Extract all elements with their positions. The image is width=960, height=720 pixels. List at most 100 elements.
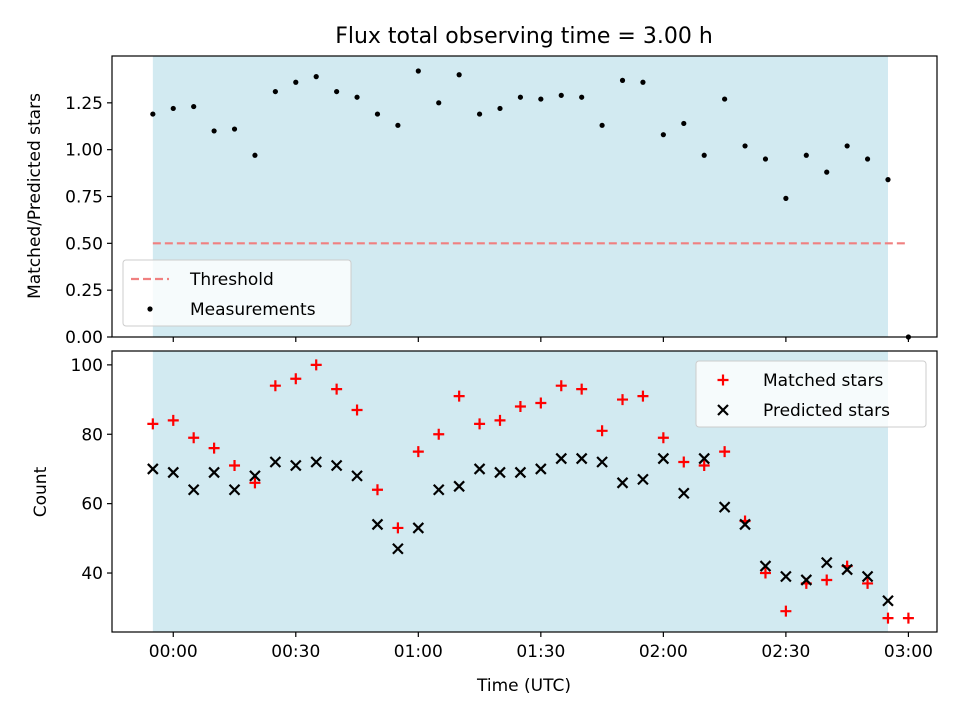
- bottom-plus-point: [208, 442, 220, 454]
- bottom-plus-point: [310, 359, 322, 371]
- bottom-plus-point: [331, 383, 343, 395]
- bottom-plus-point: [678, 456, 690, 468]
- top-dot-point: [864, 156, 871, 162]
- legend-x-handle: [717, 404, 729, 416]
- top-dot-point: [334, 88, 340, 95]
- bottom-legend-entry-label: Matched stars: [763, 371, 883, 391]
- top-dot-point: [211, 128, 217, 134]
- top-dot-point: [803, 152, 809, 158]
- top-dot-point: [170, 105, 176, 112]
- top-dot-point: [619, 77, 626, 83]
- bottom-plus-point: [371, 484, 383, 496]
- bottom-x-point: [616, 477, 629, 489]
- bottom-x-point: [494, 466, 506, 479]
- top-dot-point: [660, 132, 666, 138]
- bottom-x-point: [453, 480, 465, 493]
- top-y-tick-label: 0.25: [65, 281, 103, 301]
- bottom-x-point: [310, 456, 322, 468]
- top-dot-point: [476, 111, 483, 117]
- bottom-plus-point: [596, 425, 608, 437]
- top-y-axis-label: Matched/Predicted stars: [25, 93, 45, 299]
- bottom-x-point: [698, 452, 710, 465]
- bottom-x-point: [290, 459, 302, 472]
- top-dot-point: [762, 156, 769, 162]
- top-dot-point: [374, 111, 381, 117]
- bottom-x-point: [535, 463, 547, 475]
- bottom-plus-point: [474, 418, 486, 430]
- top-legend-box: [122, 259, 352, 327]
- x-tick-label: 02:00: [639, 642, 688, 662]
- top-y-tick-label: 1.00: [65, 141, 103, 161]
- bottom-plus-point: [412, 446, 424, 458]
- bottom-x-point: [739, 518, 751, 531]
- bottom-legend: Matched stars Predicted stars: [695, 360, 927, 428]
- bottom-x-point: [718, 501, 731, 513]
- bottom-x-point: [249, 470, 261, 482]
- x-tick-label: 01:30: [516, 642, 565, 662]
- bottom-x-point: [147, 463, 159, 475]
- bottom-plus-point: [698, 459, 710, 471]
- bottom-legend-box: [695, 360, 927, 428]
- top-dot-point: [497, 105, 503, 112]
- top-dot-point: [150, 111, 156, 117]
- bottom-x-point: [800, 574, 813, 586]
- bottom-x-point: [167, 466, 180, 479]
- bottom-plus-point: [290, 373, 302, 385]
- bottom-x-point: [575, 452, 588, 465]
- bottom-x-point: [841, 563, 853, 576]
- top-dot-point: [191, 103, 197, 110]
- bottom-x-point: [351, 470, 363, 482]
- bottom-plus-point: [453, 390, 465, 402]
- top-panel: 0.00 0.25 0.50 0.75 1.00 1.25 Threshold Measure…: [65, 55, 938, 348]
- top-y-tick-label: 0.75: [65, 188, 103, 208]
- top-legend: Threshold Measurements: [122, 259, 352, 327]
- bottom-x-point: [473, 463, 486, 475]
- top-dot-point: [354, 94, 360, 100]
- bottom-plus-point: [821, 574, 833, 586]
- top-dot-point: [436, 100, 442, 106]
- bottom-x-point: [371, 518, 384, 531]
- top-y-tick-label: 1.25: [65, 94, 103, 114]
- top-dot-point: [293, 79, 299, 85]
- top-dot-point: [722, 96, 728, 102]
- bottom-x-point: [228, 483, 241, 496]
- x-tick-label: 00:00: [149, 642, 198, 662]
- top-dot-point: [252, 152, 258, 158]
- top-dot-point: [824, 169, 830, 175]
- bottom-plus-point: [637, 390, 649, 402]
- x-tick-label: 00:30: [271, 642, 320, 662]
- bottom-plus-point: [719, 446, 731, 458]
- bottom-axes-frame: [111, 350, 938, 633]
- top-legend-entry-label: Measurements: [190, 300, 316, 320]
- x-tick-label: 01:00: [394, 642, 443, 662]
- bottom-plus-point: [657, 432, 669, 444]
- top-dot-point: [885, 177, 891, 183]
- bottom-plus-point: [167, 414, 179, 426]
- chart-title: Flux total observing time = 3.00 h: [335, 24, 713, 49]
- bottom-x-point: [861, 570, 874, 583]
- bottom-x-point: [208, 466, 220, 479]
- bottom-plus-point: [759, 567, 771, 579]
- bottom-plus-point: [351, 404, 363, 416]
- bottom-plus-point: [229, 459, 241, 471]
- legend-dot-handle: [147, 306, 153, 312]
- bottom-x-point: [187, 483, 200, 496]
- top-dot-point: [579, 94, 585, 100]
- bottom-x-point: [330, 459, 343, 472]
- top-dot-point: [395, 122, 401, 128]
- bottom-x-point: [759, 560, 772, 572]
- bottom-plus-point: [249, 477, 261, 489]
- bottom-x-point: [637, 473, 649, 486]
- top-dot-point: [701, 152, 707, 158]
- top-dot-point: [742, 143, 748, 149]
- bottom-y-tick-label: 40: [81, 564, 103, 584]
- bottom-panel: 00:00 00:30 01:00 01:30 02:00 02:30 03:00 40 60 8…: [71, 350, 938, 662]
- bottom-plus-point: [392, 522, 404, 534]
- bottom-x-point: [412, 522, 425, 534]
- top-y-tick-label: 0.00: [65, 328, 103, 348]
- bottom-plus-point: [780, 605, 792, 617]
- bottom-plus-point: [535, 397, 547, 409]
- top-y-tick-label: 0.50: [65, 234, 103, 254]
- bottom-y-tick-label: 100: [71, 356, 103, 376]
- bottom-plus-point: [555, 380, 567, 392]
